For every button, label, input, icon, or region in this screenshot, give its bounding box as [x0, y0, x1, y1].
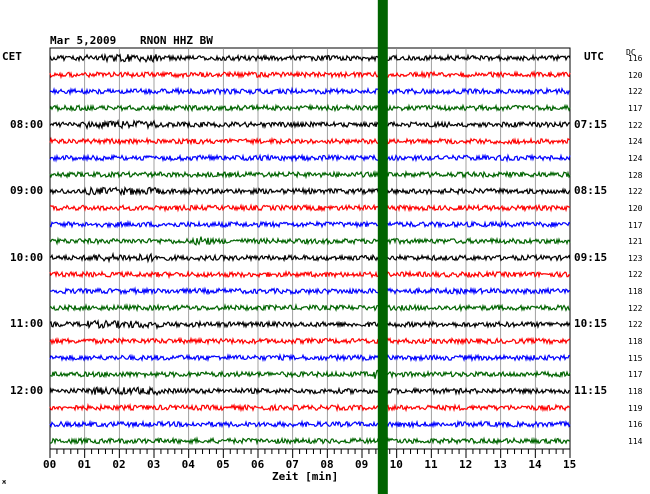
dc-offset-value: 114 [628, 436, 643, 446]
right-hour-label: 07:15 [574, 117, 608, 131]
left-hour-label: 08:00 [10, 117, 44, 131]
x-tick-label: 05 [216, 458, 230, 471]
dc-offset-value: 122 [628, 120, 643, 130]
x-tick-label: 01 [77, 458, 91, 471]
dc-column-header: DC [626, 48, 636, 57]
dc-offset-value: 117 [628, 220, 643, 230]
dc-offset-value: 122 [628, 270, 643, 280]
dc-offset-value: 115 [628, 353, 643, 363]
trace-line [49, 219, 571, 229]
dc-offset-value: 122 [628, 187, 643, 197]
left-hour-label: 10:00 [10, 250, 44, 264]
dc-offset-value: 128 [628, 170, 643, 180]
trace-line [49, 86, 570, 96]
plot-frame [49, 47, 571, 450]
trace-line [49, 286, 571, 296]
trace-line [49, 251, 571, 264]
x-tick-label: 03 [147, 458, 161, 471]
right-hour-label: 11:15 [574, 384, 608, 397]
left-hour-label: 12:00 [10, 384, 44, 397]
trace-line [49, 419, 571, 430]
x-tick-label: 10 [389, 458, 403, 471]
trace-line [49, 352, 571, 363]
dc-offset-value: 116 [628, 420, 643, 430]
left-timezone-label: CET [2, 50, 22, 63]
trace-line [49, 153, 571, 163]
trace-line [49, 119, 571, 131]
trace-line [49, 236, 571, 246]
station-code: RNON HHZ BW [140, 34, 213, 47]
x-tick-label: 14 [528, 458, 542, 471]
dc-offset-value: 122 [628, 303, 643, 313]
x-tick-label: 00 [43, 458, 57, 471]
x-tick-label: 09 [355, 458, 369, 471]
dc-offset-value: 117 [628, 370, 643, 380]
x-tick-label: 02 [112, 458, 126, 471]
dc-offset-value: 122 [628, 320, 643, 330]
x-tick-label: 04 [181, 458, 195, 471]
right-hour-label: 08:15 [574, 184, 608, 198]
right-hour-label: 10:15 [574, 317, 608, 331]
dc-offset-value: 124 [628, 153, 643, 163]
trace-line [49, 436, 571, 446]
trace-line [49, 402, 570, 413]
dc-offset-value: 116 [628, 54, 643, 63]
x-tick-label: 06 [251, 458, 265, 471]
trace-line [50, 203, 571, 213]
left-hour-label: 11:00 [10, 317, 44, 331]
dc-offset-value: 123 [628, 253, 643, 263]
recording-date: Mar 5,2009 [50, 34, 117, 47]
dc-offset-value: 118 [628, 387, 643, 396]
data-gap-marker [377, 0, 388, 494]
trace-line [49, 169, 571, 180]
x-tick-label: 12 [459, 458, 473, 471]
dc-offset-value: 118 [628, 287, 643, 297]
trace-line [49, 385, 571, 397]
right-hour-label: 09:15 [574, 250, 608, 264]
trace-line [49, 336, 571, 346]
trace-line [49, 369, 571, 382]
trace-line [49, 302, 571, 313]
trace-line [49, 52, 571, 64]
trace-line [49, 185, 571, 197]
dc-offset-value: 124 [628, 137, 643, 147]
dc-offset-value: 118 [628, 337, 643, 347]
right-timezone-label: UTC [584, 50, 604, 63]
trace-line [49, 103, 571, 113]
dc-offset-value: 119 [628, 403, 643, 413]
x-tick-label: 11 [424, 458, 438, 471]
x-tick-label: 08 [320, 458, 334, 471]
trace-line [49, 269, 571, 280]
dc-offset-value: 122 [628, 87, 643, 97]
watermark-logo: ж [2, 478, 7, 486]
trace-line [49, 319, 571, 331]
dc-offset-value: 117 [628, 103, 643, 113]
dc-offset-value: 120 [628, 70, 643, 80]
trace-line [49, 136, 571, 146]
x-axis-title: Zeit [min] [272, 470, 339, 483]
x-tick-label: 15 [563, 458, 577, 471]
dc-offset-value: 121 [628, 237, 643, 247]
x-tick-label: 07 [285, 458, 299, 471]
x-tick-label: 13 [493, 458, 507, 471]
trace-line [49, 69, 571, 80]
dc-offset-value: 120 [628, 203, 643, 213]
left-hour-label: 09:00 [10, 184, 44, 198]
